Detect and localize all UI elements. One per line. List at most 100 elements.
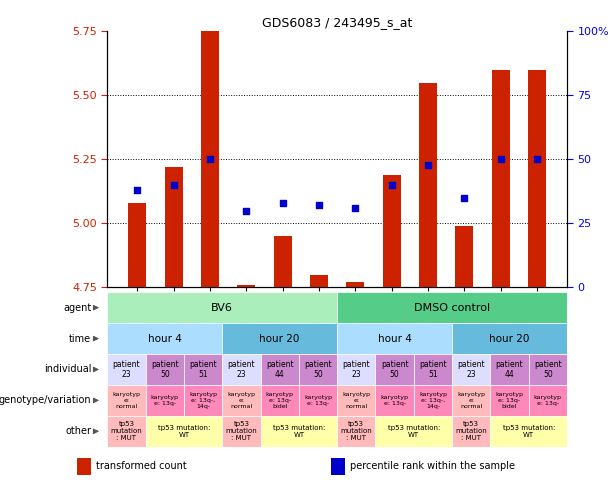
Bar — [310, 274, 328, 287]
Text: karyotyp
e: 13q-: karyotyp e: 13q- — [304, 395, 332, 406]
Bar — [261, 354, 299, 385]
Text: agent: agent — [63, 303, 91, 313]
Bar — [222, 354, 261, 385]
Bar — [528, 385, 567, 416]
Text: karyotyp
e:
normal: karyotyp e: normal — [227, 392, 256, 409]
Bar — [107, 354, 145, 385]
Bar — [337, 323, 452, 354]
Text: karyotyp
e: 13q-: karyotyp e: 13q- — [151, 395, 179, 406]
Text: karyotyp
e: 13q-
bidel: karyotyp e: 13q- bidel — [265, 392, 294, 409]
Bar — [414, 385, 452, 416]
Bar — [528, 70, 546, 287]
Bar — [452, 416, 490, 447]
Bar — [107, 385, 145, 416]
Bar — [337, 354, 375, 385]
Text: percentile rank within the sample: percentile rank within the sample — [350, 461, 515, 471]
Bar — [77, 458, 91, 474]
Point — [205, 156, 215, 163]
Bar — [490, 354, 528, 385]
Point — [532, 156, 542, 163]
Text: karyotyp
e: 13q-
bidel: karyotyp e: 13q- bidel — [495, 392, 524, 409]
Bar — [331, 458, 345, 474]
Text: genotype/variation: genotype/variation — [0, 396, 91, 405]
Text: tp53 mutation:
WT: tp53 mutation: WT — [273, 425, 325, 438]
Text: patient
51: patient 51 — [189, 360, 217, 379]
Text: patient
50: patient 50 — [304, 360, 332, 379]
Point — [387, 181, 397, 189]
Bar — [490, 416, 567, 447]
Point — [278, 199, 287, 207]
Bar — [164, 167, 183, 287]
Point — [496, 156, 506, 163]
Bar — [237, 285, 256, 287]
Text: patient
51: patient 51 — [419, 360, 447, 379]
Text: karyotyp
e:
normal: karyotyp e: normal — [457, 392, 485, 409]
Bar — [452, 354, 490, 385]
Bar — [222, 385, 261, 416]
Text: patient
23: patient 23 — [113, 360, 140, 379]
Bar — [184, 385, 222, 416]
Point — [132, 186, 142, 194]
Bar — [337, 416, 375, 447]
Text: tp53
mutation
: MUT: tp53 mutation : MUT — [110, 421, 142, 441]
Bar — [222, 323, 337, 354]
Text: transformed count: transformed count — [96, 461, 187, 471]
Bar — [299, 354, 337, 385]
Bar — [222, 416, 261, 447]
Bar — [419, 83, 437, 287]
Text: karyotyp
e:
normal: karyotyp e: normal — [342, 392, 370, 409]
Text: tp53 mutation:
WT: tp53 mutation: WT — [158, 425, 210, 438]
Text: hour 4: hour 4 — [378, 334, 411, 343]
Point — [314, 201, 324, 209]
Bar — [107, 416, 145, 447]
Point — [351, 204, 360, 212]
Point — [242, 207, 251, 214]
Bar — [452, 385, 490, 416]
Bar — [337, 385, 375, 416]
Bar — [273, 236, 292, 287]
Point — [169, 181, 178, 189]
Bar — [299, 385, 337, 416]
Point — [460, 194, 470, 202]
Text: tp53
mutation
: MUT: tp53 mutation : MUT — [226, 421, 257, 441]
Bar — [455, 226, 473, 287]
Point — [423, 161, 433, 169]
Bar — [145, 385, 184, 416]
Text: other: other — [65, 426, 91, 436]
Text: patient
50: patient 50 — [151, 360, 178, 379]
Text: patient
23: patient 23 — [227, 360, 255, 379]
Bar — [337, 292, 567, 323]
Bar — [375, 385, 414, 416]
Bar — [145, 416, 222, 447]
Text: patient
50: patient 50 — [534, 360, 562, 379]
Title: GDS6083 / 243495_s_at: GDS6083 / 243495_s_at — [262, 16, 413, 29]
Text: patient
44: patient 44 — [496, 360, 524, 379]
Bar — [375, 416, 452, 447]
Text: karyotyp
e: 13q-,
14q-: karyotyp e: 13q-, 14q- — [189, 392, 217, 409]
Bar — [184, 354, 222, 385]
Text: hour 20: hour 20 — [259, 334, 300, 343]
Text: karyotyp
e: 13q-: karyotyp e: 13q- — [381, 395, 409, 406]
Bar — [107, 323, 222, 354]
Text: hour 20: hour 20 — [489, 334, 530, 343]
Text: patient
23: patient 23 — [457, 360, 485, 379]
Text: time: time — [69, 334, 91, 343]
Bar — [201, 31, 219, 287]
Bar — [375, 354, 414, 385]
Bar — [414, 354, 452, 385]
Text: DMSO control: DMSO control — [414, 303, 490, 313]
Text: karyotyp
e:
normal: karyotyp e: normal — [112, 392, 140, 409]
Bar — [383, 175, 401, 287]
Text: patient
50: patient 50 — [381, 360, 408, 379]
Bar — [492, 70, 510, 287]
Text: patient
44: patient 44 — [266, 360, 294, 379]
Text: hour 4: hour 4 — [148, 334, 181, 343]
Bar — [128, 203, 147, 287]
Bar — [145, 354, 184, 385]
Text: patient
23: patient 23 — [343, 360, 370, 379]
Bar — [261, 385, 299, 416]
Text: BV6: BV6 — [211, 303, 233, 313]
Text: individual: individual — [44, 365, 91, 374]
Bar — [107, 292, 337, 323]
Bar — [490, 385, 528, 416]
